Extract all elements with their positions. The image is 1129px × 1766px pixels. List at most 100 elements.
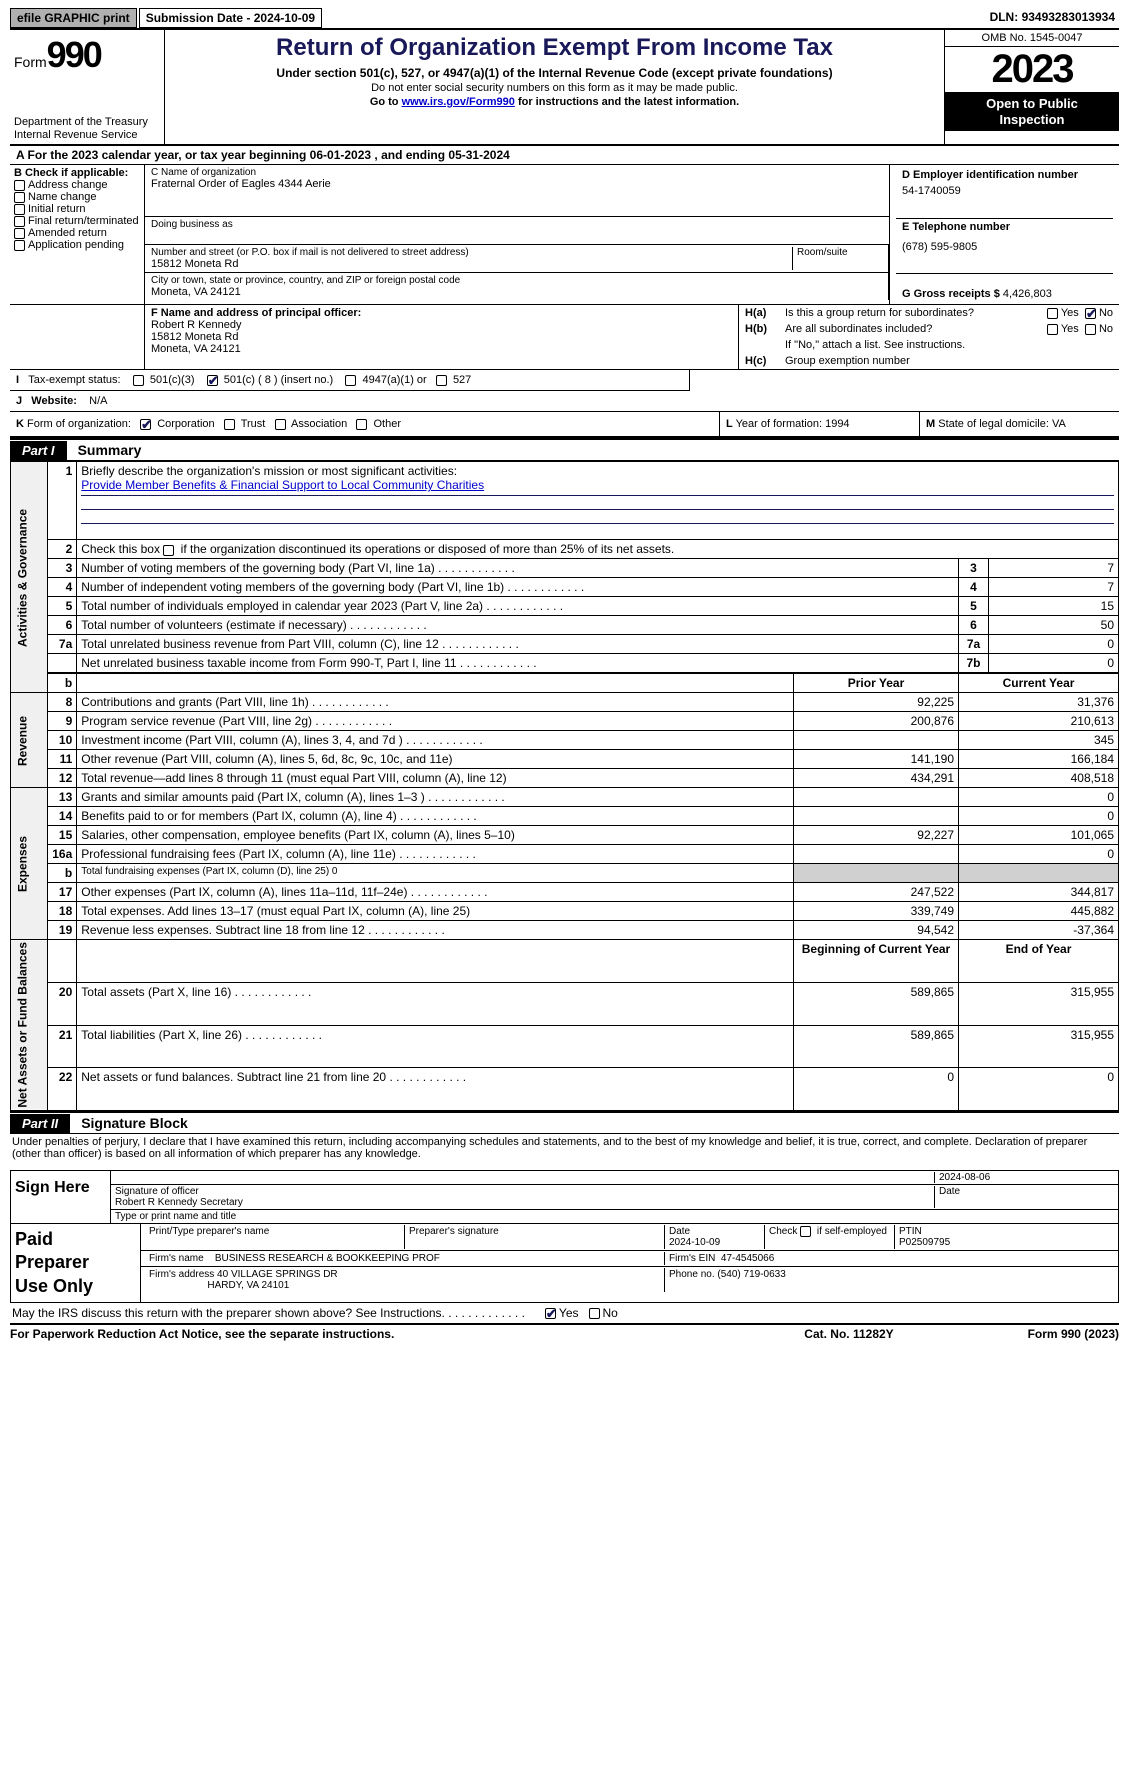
ein-label: D Employer identification number [902,169,1107,181]
r15-cy: 101,065 [959,826,1119,845]
cb-amend-label: Amended return [28,227,107,239]
r16a-num: 16a [48,845,77,864]
date-label: Date [934,1186,1114,1208]
street-value: 15812 Moneta Rd [151,258,792,270]
r9-py: 200,876 [794,712,959,731]
cb-501c3[interactable] [133,375,144,386]
group-net-assets: Net Assets or Fund Balances [11,940,48,1111]
r7a-txt: Total unrelated business revenue from Pa… [81,637,519,651]
f-h-row: F Name and address of principal officer:… [10,305,1119,370]
part-ii-header: Part II Signature Block [10,1111,1119,1134]
opt-corp: Corporation [157,418,214,430]
h-a-yes-cb[interactable] [1047,308,1058,319]
cb-address-change[interactable]: Address change [14,179,140,191]
r14-cy: 0 [959,807,1119,826]
r14-py [794,807,959,826]
r4-num: 4 [48,578,77,597]
cb-527[interactable] [436,375,447,386]
h-c-row: H(c) Group exemption number [739,353,1119,369]
part-i-header: Part I Summary [10,438,1119,461]
sig-date-row: 2024-08-06 [111,1171,1118,1185]
h-b-yes-cb[interactable] [1047,324,1058,335]
box-d: D Employer identification number 54-1740… [896,167,1113,219]
pra-notice: For Paperwork Reduction Act Notice, see … [10,1327,759,1341]
submission-date-value: 2024-10-09 [254,11,315,25]
irs-link[interactable]: www.irs.gov/Form990 [402,96,515,108]
row-3: 3Number of voting members of the governi… [11,559,1119,578]
cb-4947[interactable] [345,375,356,386]
cb-trust[interactable] [224,419,235,430]
cb-addr-label: Address change [28,179,108,191]
dln-box: DLN: 93493283013934 [986,8,1119,28]
form-title: Return of Organization Exempt From Incom… [169,34,940,62]
cb-other[interactable] [356,419,367,430]
form-number: 990 [47,34,101,75]
pname-label: Print/Type preparer's name [145,1225,405,1249]
h-b-no-cb[interactable] [1085,324,1096,335]
r7b-txt: Net unrelated business taxable income fr… [81,656,536,670]
header-middle: Return of Organization Exempt From Incom… [165,30,944,144]
ein-value-p: 47-4545066 [721,1253,774,1264]
org-name-box: C Name of organization Fraternal Order o… [145,165,889,217]
r11-txt: Other revenue (Part VIII, column (A), li… [81,752,452,766]
period-end: 05-31-2024 [448,148,509,162]
form-subtitle-1: Under section 501(c), 527, or 4947(a)(1)… [169,66,940,80]
row-6: 6Total number of volunteers (estimate if… [11,616,1119,635]
box-d-e-g: D Employer identification number 54-1740… [889,165,1119,304]
r13-py [794,788,959,807]
tax-period-row: A For the 2023 calendar year, or tax yea… [10,146,1119,165]
r7b-box: 7b [959,654,989,674]
i-text: Tax-exempt status: [28,374,120,386]
opt-assoc: Association [291,418,347,430]
h-a-no-cb[interactable] [1085,308,1096,319]
i-row: I Tax-exempt status: 501(c)(3) 501(c) ( … [10,370,1119,391]
cb-application-pending[interactable]: Application pending [14,239,140,251]
gross-value: 4,426,803 [1003,288,1052,300]
goto-post: for instructions and the latest informat… [515,96,739,108]
form-header: Form990 Department of the TreasuryIntern… [10,30,1119,146]
efile-print-button[interactable]: efile GRAPHIC print [10,8,137,28]
m-label: M [926,418,935,430]
r19-py: 94,542 [794,921,959,940]
r17-txt: Other expenses (Part IX, column (A), lin… [81,885,487,899]
type-name-row: Type or print name and title [111,1210,1118,1223]
cb-name-change[interactable]: Name change [14,191,140,203]
officer-name: Robert R Kennedy [151,319,732,331]
ck-text: if self-employed [817,1226,887,1237]
r7a-box: 7a [959,635,989,654]
box-g: G Gross receipts $ 4,426,803 [896,274,1113,302]
cb-assoc[interactable] [275,419,286,430]
sig-officer-label: Signature of officer [115,1186,199,1197]
city-label: City or town, state or province, country… [151,275,882,286]
form-footer-label: Form 990 (2023) [939,1327,1119,1341]
year-formation: 1994 [825,418,849,430]
current-year-hdr: Current Year [959,673,1119,693]
goto-pre: Go to [370,96,402,108]
r22-py: 0 [794,1068,959,1111]
h-b-yn: Yes No [983,323,1113,335]
ptin-value: P02509795 [899,1237,950,1248]
cb-amended-return[interactable]: Amended return [14,227,140,239]
opt-501c3: 501(c)(3) [150,374,195,386]
submission-date-box: Submission Date - 2024-10-09 [139,8,322,28]
h-a-yn: Yes No [983,307,1113,319]
cb-discuss-yes[interactable] [545,1308,556,1319]
cb-self-employed[interactable] [800,1226,811,1237]
r9-txt: Program service revenue (Part VIII, line… [81,714,392,728]
r15-num: 15 [48,826,77,845]
cb-501c[interactable] [207,375,218,386]
r5-val: 15 [989,597,1119,616]
cb-initial-return[interactable]: Initial return [14,203,140,215]
officer-name-title: Robert R Kennedy Secretary [115,1197,243,1208]
r6-box: 6 [959,616,989,635]
cb-app-label: Application pending [28,239,124,251]
pphone-label: Phone no. [669,1269,715,1280]
cb-discuss-no[interactable] [589,1308,600,1319]
cb-corp[interactable] [140,419,151,430]
opt-other: Other [373,418,401,430]
gross-label: G Gross receipts $ [902,288,1003,300]
cb-final-return[interactable]: Final return/terminated [14,215,140,227]
cb-discontinued[interactable] [163,545,174,556]
addr-label: Firm's address [149,1269,214,1280]
h-b-row: H(b) Are all subordinates included? Yes … [739,321,1119,337]
